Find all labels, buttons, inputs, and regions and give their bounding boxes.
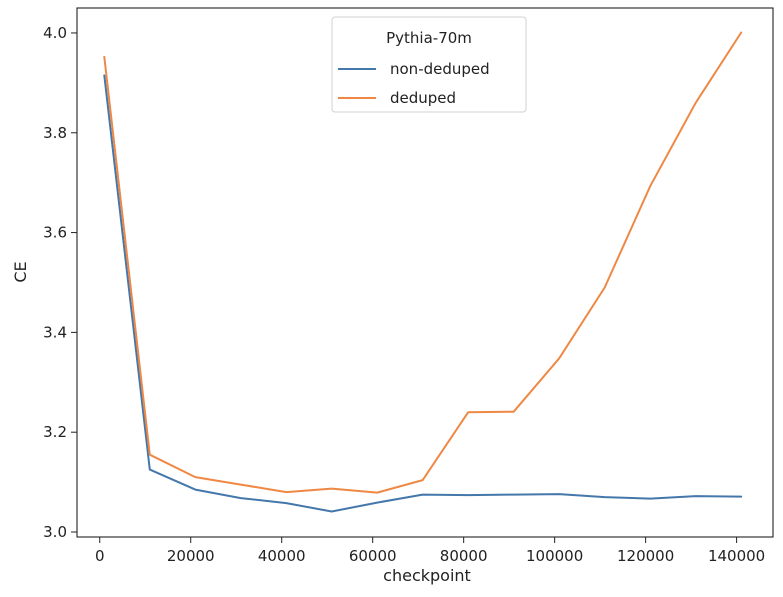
y-tick-label: 4.0 [43,24,67,42]
x-tick-label: 80000 [440,547,488,565]
x-tick-label: 140000 [708,547,765,565]
y-tick-label: 3.2 [43,423,67,441]
legend: Pythia-70m non-deduped deduped [331,16,527,113]
x-tick-label: 100000 [526,547,583,565]
y-axis-label: CE [11,261,30,282]
series-line-deduped [103,31,743,494]
legend-title: Pythia-70m [386,29,472,47]
y-tick-label: 3.8 [43,124,67,142]
series-line-non-deduped [103,74,743,513]
legend-label-non-deduped: non-deduped [390,60,490,78]
plot-area [76,7,774,538]
legend-label-deduped: deduped [390,89,456,107]
x-tick-label: 20000 [167,547,215,565]
series-layer [103,31,743,513]
y-tick-label: 3.4 [43,323,67,341]
x-tick-label: 120000 [617,547,674,565]
x-tick-label: 0 [95,547,105,565]
y-tick-label: 3.0 [43,523,67,541]
legend-box [331,16,527,113]
x-axis: 0 20000 40000 60000 80000 100000 120000 140000 [95,537,765,565]
x-tick-label: 40000 [258,547,306,565]
y-axis: 3.0 3.2 3.4 3.6 3.8 4.0 [43,24,77,541]
y-tick-label: 3.6 [43,224,67,242]
plot-frame [76,7,774,538]
x-axis-label: checkpoint [383,566,471,585]
x-tick-label: 60000 [349,547,397,565]
